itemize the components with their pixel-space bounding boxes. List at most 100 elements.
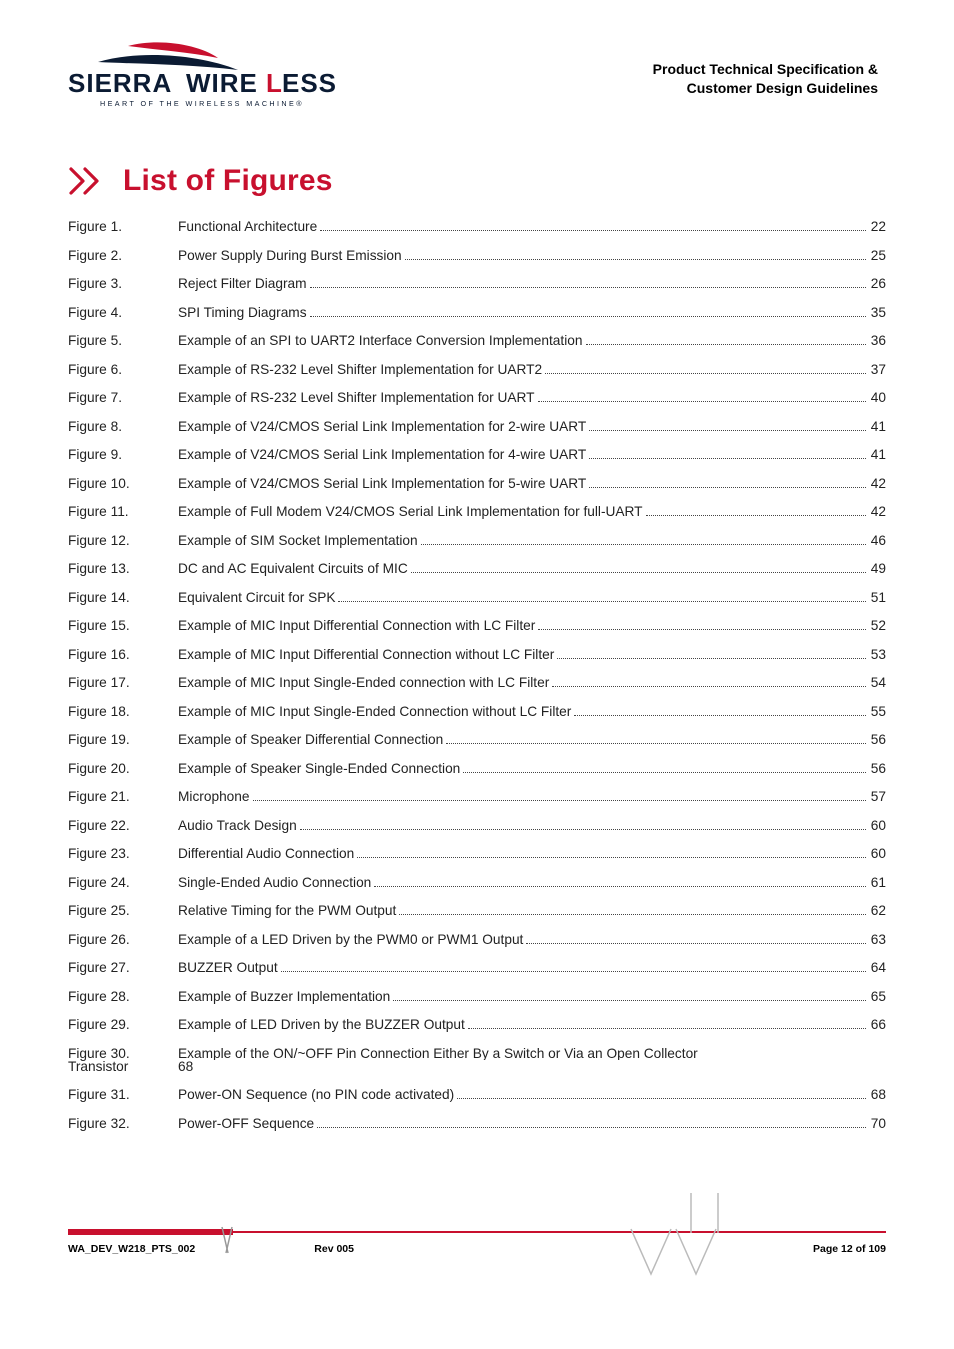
figure-entry: Figure 5.Example of an SPI to UART2 Inte…: [68, 334, 886, 348]
page-title: List of Figures: [123, 164, 333, 198]
figure-desc: Example of Speaker Differential Connecti…: [178, 733, 869, 747]
figure-desc: Power-OFF Sequence: [178, 1117, 869, 1131]
figure-desc: Example of MIC Input Single-Ended connec…: [178, 676, 869, 690]
footer-right-ticks-icon: [626, 1189, 746, 1279]
figure-desc: Example of Full Modem V24/CMOS Serial Li…: [178, 505, 869, 519]
svg-text:L: L: [266, 68, 283, 98]
figure-page: 54: [869, 676, 886, 690]
figure-desc: Microphone: [178, 790, 869, 804]
figure-desc: Example of Speaker Single-Ended Connecti…: [178, 762, 869, 776]
figure-label: Figure 23.: [68, 847, 178, 861]
figure-label: Figure 12.: [68, 534, 178, 548]
figure-desc: Functional Architecture: [178, 220, 869, 234]
figure-desc: Differential Audio Connection: [178, 847, 869, 861]
figure-desc: Single-Ended Audio Connection: [178, 876, 869, 890]
figure-page: 53: [869, 648, 886, 662]
figure-desc: SPI Timing Diagrams: [178, 306, 869, 320]
figure-desc: Power Supply During Burst Emission: [178, 249, 869, 263]
figure-entry: Figure 22.Audio Track Design60: [68, 819, 886, 833]
figure-entry: Figure 23.Differential Audio Connection6…: [68, 847, 886, 861]
figure-page: 41: [869, 420, 886, 434]
figure-entry: Figure 19.Example of Speaker Differentia…: [68, 733, 886, 747]
figure-label: Figure 28.: [68, 990, 178, 1004]
figure-page: 46: [869, 534, 886, 548]
figure-desc: Example of MIC Input Single-Ended Connec…: [178, 705, 869, 719]
figure-label: Figure 9.: [68, 448, 178, 462]
figure-entry: Figure 7.Example of RS-232 Level Shifter…: [68, 391, 886, 405]
figure-page: 51: [869, 591, 886, 605]
figure-label: Figure 25.: [68, 904, 178, 918]
figure-entry: Figure 17.Example of MIC Input Single-En…: [68, 676, 886, 690]
figure-label: Figure 31.: [68, 1088, 178, 1102]
figure-page: 60: [869, 847, 886, 861]
figure-label: Figure 2.: [68, 249, 178, 263]
figure-page: 49: [869, 562, 886, 576]
figure-entry: Figure 4.SPI Timing Diagrams35: [68, 306, 886, 320]
figure-desc: DC and AC Equivalent Circuits of MIC: [178, 562, 869, 576]
figure-desc: Example of RS-232 Level Shifter Implemen…: [178, 363, 869, 377]
figure-desc: Example of V24/CMOS Serial Link Implemen…: [178, 420, 869, 434]
figure-label: Figure 16.: [68, 648, 178, 662]
figure-page: 61: [869, 876, 886, 890]
figure-desc: Power-ON Sequence (no PIN code activated…: [178, 1088, 869, 1102]
figure-page: 68: [869, 1088, 886, 1102]
footer-page-num: Page 12 of 109: [813, 1243, 886, 1255]
figure-page: 64: [869, 961, 886, 975]
page-footer: WA_DEV_W218_PTS_002 Rev 005 Page 12 of 1…: [68, 1229, 886, 1309]
figure-desc: Example of LED Driven by the BUZZER Outp…: [178, 1018, 869, 1032]
figure-entry: Figure 24.Single-Ended Audio Connection6…: [68, 876, 886, 890]
figure-page: 65: [869, 990, 886, 1004]
sierra-wireless-logo-svg: SIERRA WIRE L ESS HEART OF THE WIRELESS …: [68, 40, 398, 118]
header-right: Product Technical Specification & Custom…: [653, 60, 886, 98]
figure-page: 60: [869, 819, 886, 833]
figure-label: Figure 11.: [68, 505, 178, 519]
figure-page: 63: [869, 933, 886, 947]
figure-entry: Figure 27.BUZZER Output64: [68, 961, 886, 975]
figure-page: 37: [869, 363, 886, 377]
figure-label: Figure 29.: [68, 1018, 178, 1032]
figure-desc: Example of a LED Driven by the PWM0 or P…: [178, 933, 869, 947]
figure-page: 40: [869, 391, 886, 405]
figure-page: 66: [869, 1018, 886, 1032]
figure-desc: Example of RS-232 Level Shifter Implemen…: [178, 391, 869, 405]
figure-entry: Figure 16.Example of MIC Input Different…: [68, 648, 886, 662]
figure-desc: Example of V24/CMOS Serial Link Implemen…: [178, 448, 869, 462]
figure-label: Figure 27.: [68, 961, 178, 975]
figure-entry: Figure 18.Example of MIC Input Single-En…: [68, 705, 886, 719]
figure-label: Figure 20.: [68, 762, 178, 776]
figure-entry: Figure 3.Reject Filter Diagram26: [68, 277, 886, 291]
header-line1: Product Technical Specification &: [653, 60, 878, 79]
figure-page: 62: [869, 904, 886, 918]
figure-entry: Figure 26.Example of a LED Driven by the…: [68, 933, 886, 947]
figure-page: 42: [869, 505, 886, 519]
figure-page: 42: [869, 477, 886, 491]
figure-label: Figure 21.: [68, 790, 178, 804]
figure-entry: Figure 30.Example of the ON/~OFF Pin Con…: [68, 1047, 886, 1074]
figure-entry: Figure 11.Example of Full Modem V24/CMOS…: [68, 505, 886, 519]
figure-label: Figure 18.: [68, 705, 178, 719]
figure-label: Figure 30.: [68, 1047, 178, 1061]
title-row: List of Figures: [68, 164, 886, 198]
figure-desc: Example of the ON/~OFF Pin Connection Ei…: [178, 1047, 886, 1061]
figure-entry: Figure 21.Microphone57: [68, 790, 886, 804]
brand-tagline: HEART OF THE WIRELESS MACHINE®: [100, 99, 304, 108]
figure-label: Figure 6.: [68, 363, 178, 377]
figure-entry: Figure 29.Example of LED Driven by the B…: [68, 1018, 886, 1032]
figure-page: 36: [869, 334, 886, 348]
figure-label: Figure 1.: [68, 220, 178, 234]
figure-label: Figure 5.: [68, 334, 178, 348]
figure-desc: Relative Timing for the PWM Output: [178, 904, 869, 918]
figure-label: Figure 14.: [68, 591, 178, 605]
page-header: SIERRA WIRE L ESS HEART OF THE WIRELESS …: [68, 40, 886, 118]
figure-page: 26: [869, 277, 886, 291]
figure-desc: Equivalent Circuit for SPK: [178, 591, 869, 605]
figure-desc: BUZZER Output: [178, 961, 869, 975]
figure-label: Figure 24.: [68, 876, 178, 890]
figure-label: Figure 8.: [68, 420, 178, 434]
figure-entry: Figure 31.Power-ON Sequence (no PIN code…: [68, 1088, 886, 1102]
figure-desc: Example of V24/CMOS Serial Link Implemen…: [178, 477, 869, 491]
figure-label: Figure 13.: [68, 562, 178, 576]
figure-label: Figure 19.: [68, 733, 178, 747]
figure-entry: Figure 20.Example of Speaker Single-Ende…: [68, 762, 886, 776]
figure-page: 56: [869, 762, 886, 776]
